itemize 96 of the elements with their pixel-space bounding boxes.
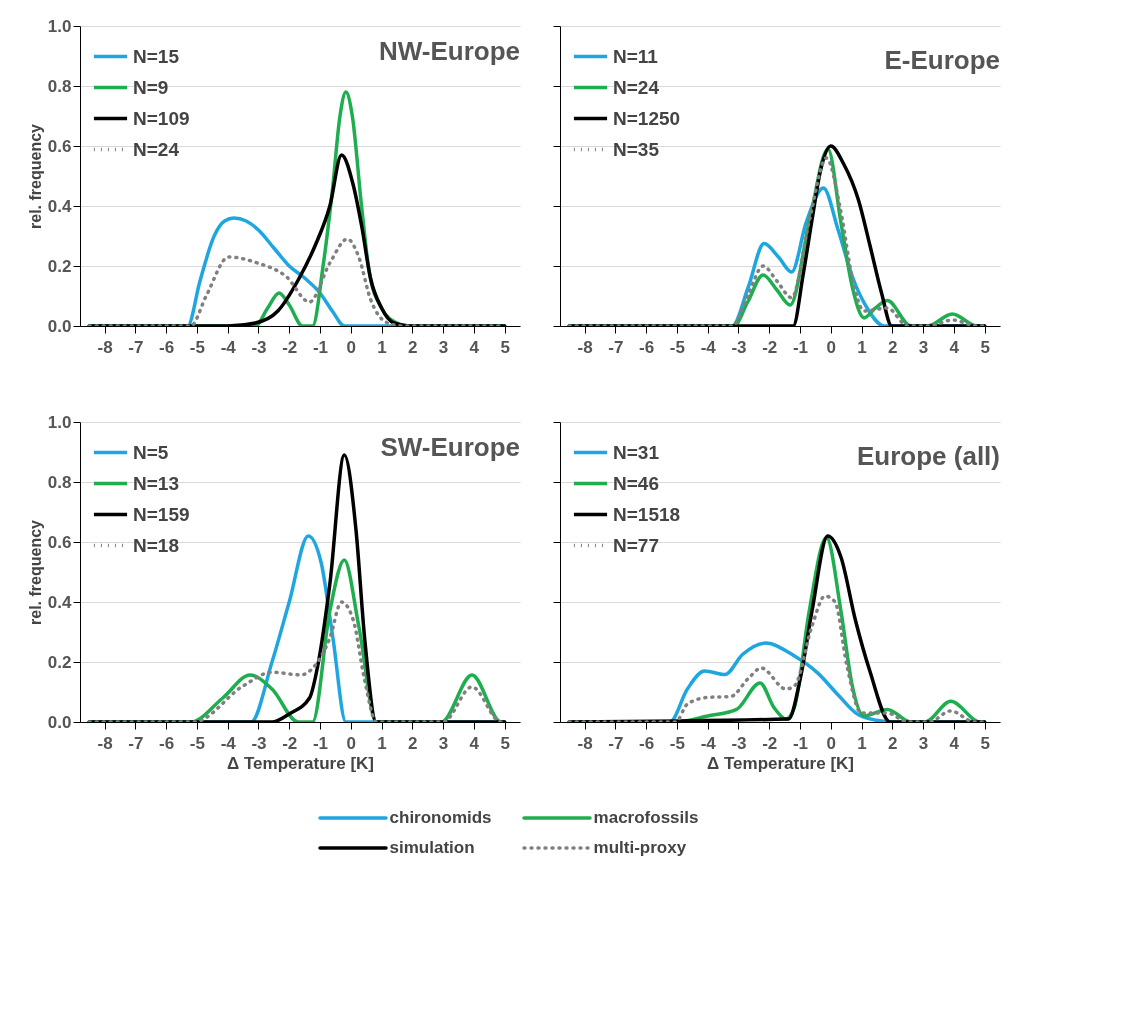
x-tick-label: -3	[251, 337, 267, 357]
x-tick-label: 0	[826, 733, 836, 753]
y-tick-label: 0.0	[47, 712, 72, 732]
chart-title: SW-Europe	[380, 432, 520, 462]
y-tick-label: 1.0	[47, 16, 72, 36]
x-tick-label: -4	[220, 337, 237, 357]
y-tick-label: 0.8	[47, 76, 72, 96]
x-tick-label: 4	[469, 337, 480, 357]
x-tick-label: -6	[639, 337, 655, 357]
x-tick-label: -1	[792, 337, 809, 357]
x-tick-label: -6	[159, 733, 175, 753]
x-tick-label: -7	[128, 337, 144, 357]
x-tick-label: 1	[377, 733, 387, 753]
x-tick-label: 3	[438, 733, 449, 753]
x-tick-label: 4	[949, 733, 960, 753]
legend-label: N=31	[613, 441, 660, 463]
legend-label: N=46	[613, 472, 659, 494]
x-tick-label: 3	[438, 337, 449, 357]
x-tick-label: -5	[669, 733, 685, 753]
y-tick-label: 0.4	[47, 592, 73, 612]
x-tick-label: -5	[189, 337, 205, 357]
legend-label: N=109	[133, 107, 190, 129]
x-tick-label: 2	[408, 733, 418, 753]
y-tick-label: 0.2	[47, 652, 72, 672]
x-axis-title: Δ Temperature [K]	[707, 753, 854, 773]
legend-label: N=24	[133, 138, 180, 160]
x-tick-label: 5	[500, 337, 510, 357]
x-tick-label: 5	[980, 733, 990, 753]
x-tick-label: 1	[377, 337, 387, 357]
y-tick-label: 0.6	[47, 532, 72, 552]
x-tick-label: 0	[346, 733, 356, 753]
text: macrofossils	[593, 808, 699, 828]
y-tick-label: 0.8	[47, 472, 72, 492]
chart-title: NW-Europe	[378, 36, 520, 66]
x-tick-label: -7	[608, 733, 624, 753]
y-tick-label: 0.4	[47, 196, 73, 216]
text: Europe (all)	[856, 440, 1000, 471]
x-tick-label: 3	[918, 337, 929, 357]
x-tick-label: 5	[500, 733, 510, 753]
y-tick-label: 0.6	[47, 136, 72, 156]
x-tick-label: -2	[762, 337, 778, 357]
y-tick-label: 0.0	[47, 316, 72, 336]
x-tick-label: -2	[282, 733, 298, 753]
legend-label: N=9	[133, 76, 169, 98]
x-tick-label: -7	[608, 337, 624, 357]
legend-label: N=1250	[613, 107, 681, 129]
x-tick-label: 2	[888, 733, 898, 753]
x-tick-label: 1	[857, 337, 867, 357]
legend-label: N=5	[133, 441, 169, 463]
x-tick-label: -5	[669, 337, 685, 357]
x-tick-label: -1	[312, 337, 329, 357]
legend-label: N=13	[133, 472, 179, 494]
x-tick-label: 2	[408, 337, 418, 357]
x-tick-label: -6	[639, 733, 655, 753]
legend-label: N=15	[133, 45, 180, 67]
x-tick-label: 2	[888, 337, 898, 357]
x-axis-title: Δ Temperature [K]	[227, 753, 374, 773]
x-tick-label: -3	[251, 733, 267, 753]
text: simulation	[389, 838, 475, 858]
legend-label: N=1518	[613, 503, 681, 525]
text: E-Europe	[884, 44, 1000, 75]
legend-label: N=77	[613, 534, 659, 556]
x-tick-label: -8	[577, 337, 593, 357]
x-tick-label: 5	[980, 337, 990, 357]
x-tick-label: 4	[469, 733, 480, 753]
x-tick-label: 4	[949, 337, 960, 357]
legend-label: N=24	[613, 76, 660, 98]
legend-label: N=11	[613, 45, 659, 67]
text: multi-proxy	[593, 838, 687, 858]
y-tick-label: 0.2	[47, 256, 72, 276]
y-axis-title: rel. frequency	[26, 519, 44, 625]
y-tick-label: 1.0	[47, 412, 72, 432]
x-tick-label: -2	[762, 733, 778, 753]
legend-label: N=159	[133, 503, 190, 525]
x-tick-label: 0	[346, 337, 356, 357]
x-tick-label: -1	[312, 733, 329, 753]
x-tick-label: -7	[128, 733, 144, 753]
legend-label: N=35	[613, 138, 660, 160]
x-tick-label: -6	[159, 337, 175, 357]
x-tick-label: 0	[826, 337, 836, 357]
x-tick-label: 1	[857, 733, 867, 753]
x-tick-label: -4	[220, 733, 237, 753]
text: chironomids	[389, 808, 492, 828]
legend-label: N=18	[133, 534, 179, 556]
x-tick-label: -8	[577, 733, 593, 753]
x-tick-label: -5	[189, 733, 205, 753]
x-tick-label: -3	[731, 337, 747, 357]
x-tick-label: -2	[282, 337, 298, 357]
x-tick-label: -1	[792, 733, 809, 753]
x-tick-label: -4	[700, 733, 717, 753]
y-axis-title: rel. frequency	[26, 123, 44, 229]
x-tick-label: -8	[97, 733, 113, 753]
x-tick-label: -3	[731, 733, 747, 753]
x-tick-label: -8	[97, 337, 113, 357]
x-tick-label: -4	[700, 337, 717, 357]
x-tick-label: 3	[918, 733, 929, 753]
